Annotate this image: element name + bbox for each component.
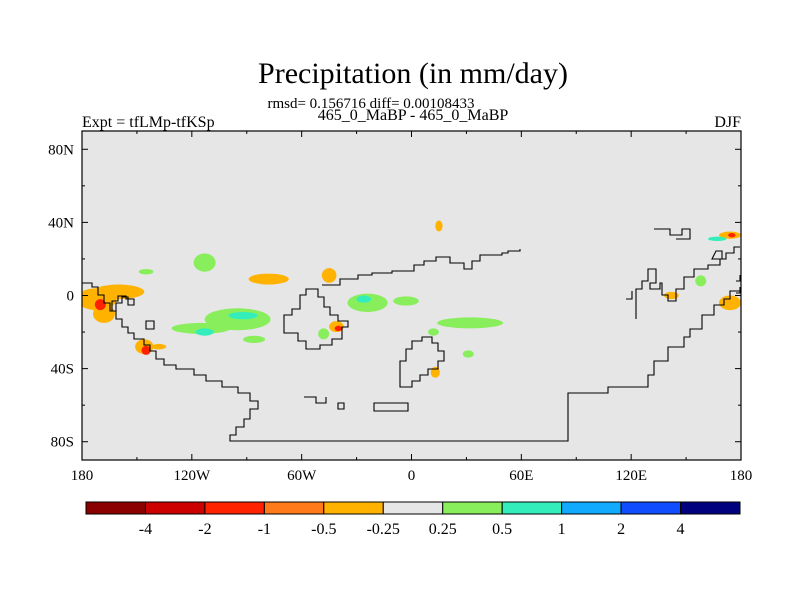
americas-coastline xyxy=(82,282,740,442)
experiment-label: Expt = tfLMp-tfKSp xyxy=(82,114,215,131)
anomaly-patch-6 xyxy=(151,343,167,350)
y-tick-label-0: 80N xyxy=(48,142,74,158)
colorbar-label-8: 2 xyxy=(617,521,625,538)
x-tick-label-0: 180 xyxy=(71,468,94,484)
colorbar-label-3: -0.5 xyxy=(311,521,336,538)
colorbar-box-1 xyxy=(144,501,206,515)
japan-outline xyxy=(711,250,723,260)
x-tick-label-5: 120E xyxy=(615,468,647,484)
colorbar-box-0 xyxy=(85,501,146,515)
colorbar-box-6 xyxy=(442,501,503,515)
x-tick-label-3: 0 xyxy=(408,468,416,484)
colorbar-box-5 xyxy=(382,501,444,515)
anomaly-patch-30 xyxy=(728,232,736,238)
colorbar-label-7: 1 xyxy=(558,521,566,538)
y-tick-labels: 80N 40N 0 40S 80S xyxy=(48,142,74,450)
anomaly-patch-14 xyxy=(138,268,154,275)
colorbar xyxy=(85,501,741,515)
y-tick-label-2: 0 xyxy=(67,289,75,305)
anomaly-patch-16 xyxy=(356,295,372,303)
anomaly-patch-22 xyxy=(437,317,504,329)
plot-background xyxy=(82,131,741,460)
anomaly-patch-8 xyxy=(195,328,214,336)
island-outline-1 xyxy=(145,320,155,330)
anomaly-patches xyxy=(82,220,741,378)
anomaly-patch-5 xyxy=(141,345,151,355)
anomaly-patch-3 xyxy=(94,299,106,311)
season-label: DJF xyxy=(714,114,741,131)
x-tick-label-6: 180 xyxy=(730,468,753,484)
colorbar-box-8 xyxy=(561,501,622,515)
island-outline-3 xyxy=(337,402,345,410)
colorbar-box-2 xyxy=(204,501,265,515)
continent-outlines xyxy=(82,228,741,442)
chart-subtitle: rmsd= 0.156716 diff= 0.00108433 xyxy=(267,96,474,112)
colorbar-label-9: 4 xyxy=(677,521,685,538)
anomaly-patch-13 xyxy=(248,273,289,285)
colorbar-box-7 xyxy=(501,501,563,515)
x-tick-labels: 180 120W 60W 0 60E 120E 180 xyxy=(71,468,753,484)
central-america-outline xyxy=(111,295,135,312)
colorbar-label-4: -0.25 xyxy=(367,521,400,538)
x-tick-label-4: 60E xyxy=(509,468,533,484)
northeast-asia-outline xyxy=(654,228,691,240)
y-tick-label-4: 80S xyxy=(51,435,74,451)
anomaly-patch-23 xyxy=(427,328,439,336)
anomaly-patch-26 xyxy=(435,220,443,232)
anomaly-patch-10 xyxy=(228,311,258,320)
anomaly-patch-21 xyxy=(318,328,330,340)
colorbar-label-0: -4 xyxy=(139,521,152,538)
colorbar-box-4 xyxy=(323,501,384,515)
anomaly-patch-31 xyxy=(708,236,727,242)
eurasia-outline xyxy=(322,249,521,286)
island-outline-5 xyxy=(736,275,741,282)
x-tick-label-1: 120W xyxy=(173,468,211,484)
axis-ticks xyxy=(81,131,742,460)
anomaly-patch-9 xyxy=(204,308,271,331)
anomaly-patch-18 xyxy=(321,268,337,283)
colorbar-box-3 xyxy=(263,501,325,515)
island-outline-4 xyxy=(626,291,633,300)
island-outline-2 xyxy=(304,396,327,404)
colorbar-label-2: -1 xyxy=(258,521,271,538)
antarctic-outline xyxy=(373,402,409,412)
anomaly-patch-12 xyxy=(193,253,216,272)
anomaly-patch-11 xyxy=(243,335,266,344)
africa-outline xyxy=(399,336,445,388)
anomaly-patch-20 xyxy=(334,325,342,332)
chart-title: Precipitation (in mm/day) xyxy=(258,57,568,90)
colorbar-box-9 xyxy=(620,501,682,515)
island-outline-6 xyxy=(736,287,741,294)
case-label: 465_0_MaBP - 465_0_MaBP xyxy=(318,107,509,124)
anomaly-patch-1 xyxy=(92,284,145,300)
x-tick-label-2: 60W xyxy=(287,468,317,484)
anomaly-patch-28 xyxy=(695,275,707,287)
colorbar-label-5: 0.25 xyxy=(429,521,457,538)
anomaly-patch-17 xyxy=(393,296,419,306)
colorbar-label-1: -2 xyxy=(198,521,211,538)
colorbar-box-10 xyxy=(680,501,741,515)
colorbar-labels: -4 -2 -1 -0.5 -0.25 0.25 0.5 1 2 4 xyxy=(139,521,685,538)
y-tick-label-3: 40S xyxy=(51,362,74,378)
y-tick-label-1: 40N xyxy=(48,215,74,231)
colorbar-label-6: 0.5 xyxy=(492,521,512,538)
anomaly-patch-24 xyxy=(462,350,474,358)
south-america-outline xyxy=(283,288,349,350)
